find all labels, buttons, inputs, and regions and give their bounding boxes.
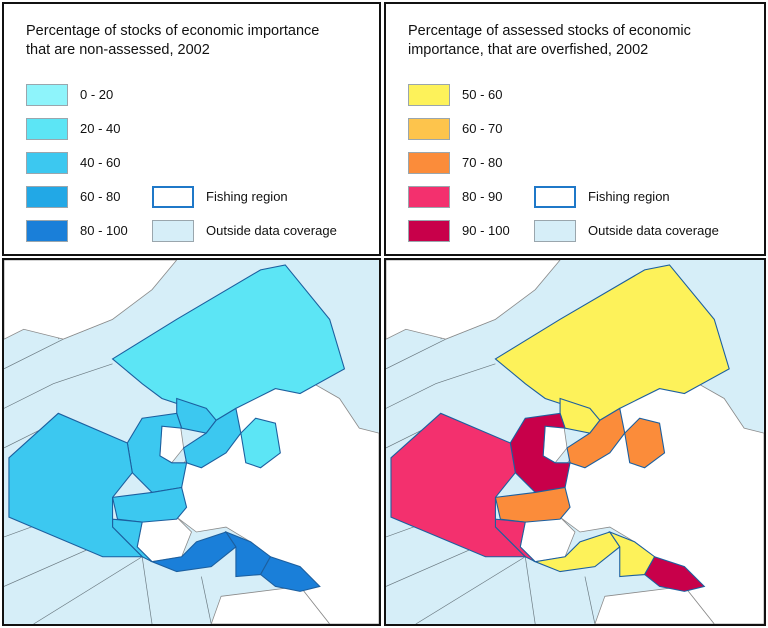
legend-non-assessed: Percentage of stocks of economic importa… [2, 2, 381, 256]
legend-swatch [408, 152, 450, 174]
region-azores-west[interactable] [8, 412, 144, 558]
outside-coverage-swatch [152, 220, 194, 242]
legend-class-label: 40 - 60 [80, 155, 121, 170]
fishing-regions [8, 264, 346, 592]
legend-class-label: 60 - 80 [80, 189, 121, 204]
legend-overfished: Percentage of assessed stocks of economi… [384, 2, 766, 256]
region-biscay[interactable] [111, 486, 188, 523]
europe-map [386, 260, 764, 624]
legend-swatch [26, 84, 68, 106]
legend-class-label: 60 - 70 [462, 121, 503, 136]
region-mediterranean-east[interactable] [643, 556, 706, 592]
legend-title-line1: Percentage of assessed stocks of economi… [408, 23, 691, 39]
fishing-region-swatch [534, 186, 576, 208]
region-northeast-arctic[interactable] [111, 264, 346, 421]
legend-class-label: 80 - 90 [462, 189, 503, 204]
legend-swatch [26, 152, 68, 174]
fishing-region-label: Fishing region [206, 189, 288, 204]
region-mediterranean-east[interactable] [259, 556, 321, 592]
legend-class-label: 70 - 80 [462, 155, 503, 170]
fishing-region-swatch [152, 186, 194, 208]
legend-title-line2: importance, that are overfished, 2002 [408, 42, 649, 58]
legend-class-label: 80 - 100 [80, 223, 128, 238]
legend-swatch [26, 186, 68, 208]
outside-coverage-label: Outside data coverage [206, 223, 337, 238]
europe-map [4, 260, 379, 624]
region-baltic[interactable] [624, 417, 666, 469]
legend-class-label: 20 - 40 [80, 121, 121, 136]
legend-swatch [26, 220, 68, 242]
region-biscay[interactable] [494, 486, 571, 523]
legend-title: Percentage of stocks of economic importa… [26, 22, 366, 60]
legend-swatch [408, 118, 450, 140]
legend-title-line2: that are non-assessed, 2002 [26, 42, 210, 58]
legend-swatch [26, 118, 68, 140]
legend-title-line1: Percentage of stocks of economic importa… [26, 23, 320, 39]
legend-swatch [408, 220, 450, 242]
legend-swatch [408, 186, 450, 208]
fishing-regions [390, 264, 730, 592]
fishing-region-label: Fishing region [588, 189, 670, 204]
outside-coverage-label: Outside data coverage [588, 223, 719, 238]
legend-title: Percentage of assessed stocks of economi… [408, 22, 748, 60]
region-northeast-arctic[interactable] [494, 264, 730, 421]
map-overfished [384, 258, 766, 626]
outside-coverage-swatch [534, 220, 576, 242]
legend-swatch [408, 84, 450, 106]
legend-class-label: 0 - 20 [80, 87, 114, 102]
region-baltic[interactable] [240, 417, 281, 469]
region-azores-west[interactable] [390, 412, 527, 558]
legend-class-label: 90 - 100 [462, 223, 510, 238]
map-non-assessed [2, 258, 381, 626]
legend-class-label: 50 - 60 [462, 87, 503, 102]
